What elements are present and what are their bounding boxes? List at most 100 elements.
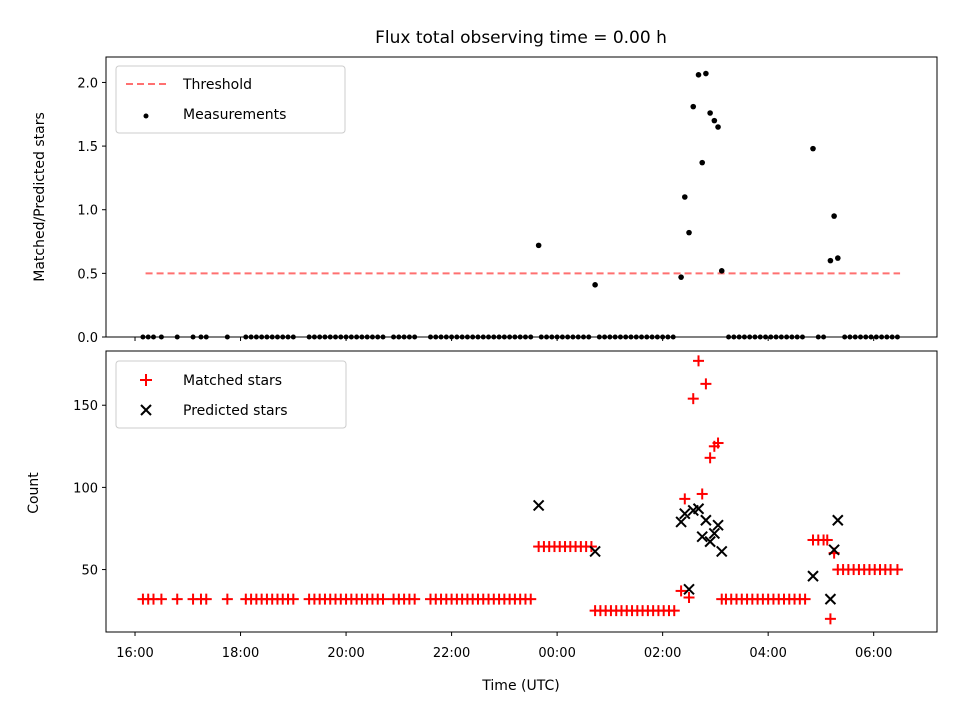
predicted-star-point [683, 583, 695, 595]
measurement-point [280, 334, 286, 340]
measurement-point [327, 334, 333, 340]
measurement-point [538, 334, 544, 340]
measurement-point [690, 103, 697, 110]
x-tick-label: 20:00 [327, 646, 364, 661]
measurement-point [190, 334, 196, 340]
x-tick-label: 00:00 [538, 646, 575, 661]
measurement-point [359, 334, 365, 340]
measurement-point [821, 334, 827, 340]
measurement-point [274, 334, 280, 340]
measurement-point [763, 334, 769, 340]
chart-title: Flux total observing time = 0.00 h [375, 28, 667, 48]
measurement-point [517, 334, 523, 340]
matched-star-point [409, 593, 421, 605]
predicted-star-point [716, 545, 728, 558]
matched-star-point [287, 593, 299, 605]
measurement-point [718, 268, 725, 274]
predicted-star-point [700, 514, 712, 526]
matched-star-point [683, 591, 695, 603]
measurement-point [338, 334, 344, 340]
measurement-point [741, 334, 747, 340]
predicted-star-point [532, 499, 545, 512]
matched-star-point [155, 593, 167, 605]
measurements-legend-swatch [143, 113, 149, 119]
measurement-point [259, 334, 265, 340]
measurement-point [459, 334, 465, 340]
measurement-point [480, 334, 486, 340]
predicted-star-stroke [683, 583, 695, 595]
matched-star-point [221, 593, 233, 605]
measurement-point [607, 334, 613, 340]
predicted-star-stroke [675, 516, 687, 528]
y-tick-label: 2.0 [77, 76, 98, 91]
measurement-point [633, 334, 639, 340]
predicted-star-point [679, 507, 691, 520]
predicted-star-stroke [807, 570, 819, 582]
measurement-point [752, 334, 758, 340]
predicted-star-stroke [708, 527, 721, 540]
measurement-point [789, 334, 795, 340]
measurement-point [670, 334, 676, 340]
measurement-point [842, 334, 848, 340]
measurement-point [879, 334, 885, 340]
x-axis-label: Time (UTC) [481, 678, 559, 694]
matched-star-point [668, 605, 680, 617]
measurement-point [501, 334, 507, 340]
measurement-point [443, 334, 449, 340]
measurement-point [512, 334, 518, 340]
matched-star-point [824, 613, 836, 625]
measurement-point [894, 334, 900, 340]
measurement-point [475, 334, 481, 340]
measurement-point [612, 334, 618, 340]
measurement-point [778, 334, 784, 340]
matched-star-point [693, 355, 705, 367]
predicted-legend-swatch [140, 404, 152, 416]
measurement-point [602, 334, 608, 340]
count-plot-frame [105, 350, 938, 633]
ratio-y-axis-label: Matched/Predicted stars [32, 112, 48, 282]
x-tick-label: 06:00 [855, 646, 892, 661]
measurement-point [784, 334, 790, 340]
measurement-point [333, 334, 339, 340]
measurement-point [580, 334, 586, 340]
measurement-point [145, 334, 151, 340]
matched-star-point [700, 378, 712, 390]
measurement-point [707, 110, 713, 116]
measurement-point [827, 257, 834, 264]
measurement-point [570, 334, 576, 340]
predicted-star-point [704, 535, 716, 548]
measurement-point [549, 334, 555, 340]
measurement-point [454, 334, 460, 340]
measurement-point [731, 334, 737, 340]
predicted-star-point [692, 503, 705, 515]
matched-star-point [525, 593, 537, 605]
count-panel: 50 100 150 16:00 18:00 20:00 22:00 00:00 02:00 04… [73, 350, 938, 661]
measurement-point [375, 334, 381, 340]
matched-star-point [171, 593, 183, 605]
measurement-point [322, 334, 328, 340]
measurement-point [198, 334, 204, 340]
y-tick-label: 1.0 [77, 204, 98, 219]
measurement-point [747, 334, 753, 340]
measurement-point [757, 334, 763, 340]
ratio-panel: 0.0 0.5 1.0 1.5 2.0 [77, 56, 938, 346]
matched-star-point [821, 534, 833, 546]
measurement-point [736, 334, 742, 340]
measurement-point [592, 282, 598, 288]
measurement-point [522, 334, 528, 340]
predicted-legend-label: Predicted stars [183, 403, 288, 419]
y-tick-label: 0.0 [77, 331, 98, 346]
measurement-point [438, 334, 444, 340]
measurement-point [586, 334, 592, 340]
measurement-point [695, 72, 702, 78]
predicted-star-stroke [828, 544, 840, 556]
count-y-axis-label: Count [26, 472, 42, 514]
measurement-point [596, 334, 602, 340]
measurement-point [343, 334, 349, 340]
matched-star-point [679, 493, 691, 505]
measurement-point [433, 334, 439, 340]
predicted-star-stroke [532, 499, 545, 512]
measurement-point [290, 334, 296, 340]
measurement-point [364, 334, 370, 340]
